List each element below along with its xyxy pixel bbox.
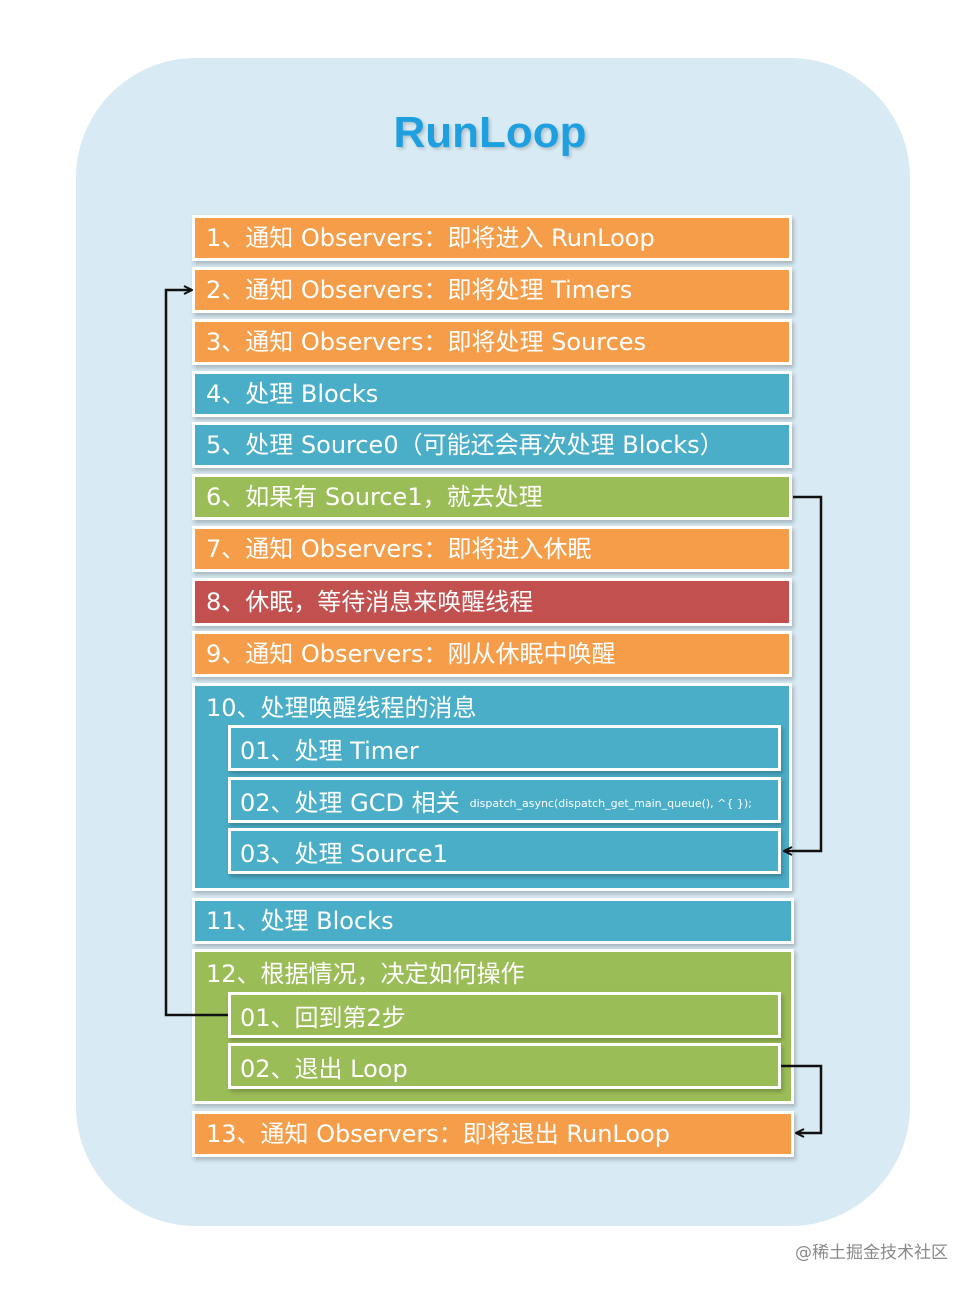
step-2: 2、通知 Observers：即将处理 Timers (192, 267, 792, 313)
step-12-substep-1: 01、回到第2步 (228, 992, 781, 1038)
step-8-label: 8、休眠，等待消息来唤醒线程 (206, 588, 534, 616)
step-4-label: 4、处理 Blocks (206, 380, 379, 408)
step-10-substep-3-label: 03、处理 Source1 (240, 839, 448, 868)
step-12-label: 12、根据情况，决定如何操作 (206, 960, 525, 988)
step-2-label: 2、通知 Observers：即将处理 Timers (206, 276, 633, 304)
step-6: 6、如果有 Source1，就去处理 (192, 474, 792, 520)
step-4: 4、处理 Blocks (192, 371, 792, 417)
step-8: 8、休眠，等待消息来唤醒线程 (192, 578, 792, 626)
step-10-substep-3: 03、处理 Source1 (228, 828, 781, 874)
step-13-label: 13、通知 Observers：即将退出 RunLoop (206, 1120, 670, 1148)
step-12-substep-2-label: 02、退出 Loop (240, 1054, 408, 1083)
step-5-label: 5、处理 Source0（可能还会再次处理 Blocks） (206, 431, 724, 459)
step-9-label: 9、通知 Observers：刚从休眠中唤醒 (206, 640, 616, 668)
watermark-footer: @稀土掘金技术社区 (795, 1243, 948, 1263)
step-7: 7、通知 Observers：即将进入休眠 (192, 526, 792, 572)
step-3: 3、通知 Observers：即将处理 Sources (192, 319, 792, 365)
step-1: 1、通知 Observers：即将进入 RunLoop (192, 215, 792, 261)
step-13: 13、通知 Observers：即将退出 RunLoop (192, 1111, 794, 1157)
step-12-substep-2: 02、退出 Loop (228, 1043, 781, 1089)
step-7-label: 7、通知 Observers：即将进入休眠 (206, 535, 592, 563)
arrow-exit-to-step13 (781, 1064, 823, 1133)
step-10-substep-2: 02、处理 GCD 相关 dispatch_async(dispatch_get_… (228, 777, 781, 823)
step-10-substep-2-label: 02、处理 GCD 相关 (240, 788, 460, 817)
step-11: 11、处理 Blocks (192, 898, 794, 944)
arrow-back-to-step2 (164, 290, 228, 1017)
step-1-label: 1、通知 Observers：即将进入 RunLoop (206, 224, 655, 252)
step-6-label: 6、如果有 Source1，就去处理 (206, 483, 543, 511)
step-10-label: 10、处理唤醒线程的消息 (206, 694, 477, 722)
gcd-code-note: dispatch_async(dispatch_get_main_queue()… (469, 796, 752, 810)
step-10-substep-1: 01、处理 Timer (228, 725, 781, 771)
step-9: 9、通知 Observers：刚从休眠中唤醒 (192, 631, 792, 677)
step-12-substep-1-label: 01、回到第2步 (240, 1003, 406, 1032)
diagram-title: RunLoop (393, 108, 587, 157)
step-11-label: 11、处理 Blocks (206, 907, 394, 935)
step-10-substep-1-label: 01、处理 Timer (240, 736, 419, 765)
arrow-source1-to-handler (784, 495, 823, 851)
step-5: 5、处理 Source0（可能还会再次处理 Blocks） (192, 422, 792, 468)
step-3-label: 3、通知 Observers：即将处理 Sources (206, 328, 647, 356)
